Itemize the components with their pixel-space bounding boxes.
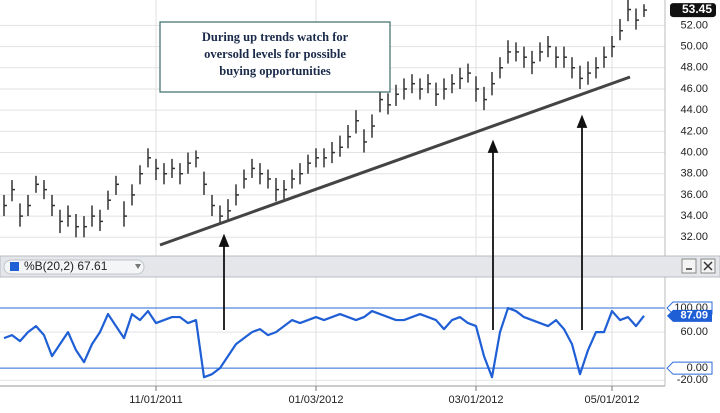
price-panel [3,0,647,238]
close-icon [703,261,713,271]
arrow-head [576,114,588,128]
y-tick-label: 48.00 [680,62,708,74]
annotation-text: buying opportunities [219,64,331,78]
y-tick-label: 44.00 [680,104,708,116]
y-tick-label: 52.00 [680,19,708,31]
y-tick-label: 42.00 [680,125,708,137]
annotation-text: oversold levels for possible [204,47,346,61]
y-tick-label: 46.00 [680,83,708,95]
legend-label: %B(20,2) 67.61 [24,259,108,273]
x-tick-label: 05/01/2012 [584,394,639,406]
indicator-line [3,306,645,379]
y-tick-label: 34.00 [680,210,708,222]
dropdown-arrow[interactable] [135,264,141,269]
last-value-flag [667,309,712,322]
x-tick-label: 03/01/2012 [448,394,503,406]
y-tick-label: 40.00 [680,146,708,158]
last-value-label: 87.09 [680,310,708,322]
last-price-label: 53.45 [682,2,712,16]
y-tick-label: 60.00 [680,326,708,338]
legend-pill[interactable] [3,259,145,275]
legend-swatch [10,262,19,271]
x-tick-label: 01/03/2012 [288,394,343,406]
trend-line [159,75,631,247]
annotation-box [159,21,391,93]
arrows [218,114,588,330]
y-tick-label: 0.00 [687,362,708,374]
y-tick-label: -20.00 [677,374,708,386]
panel-header [0,255,720,278]
y-tick-label: 38.00 [680,168,708,180]
indicator-panel [0,306,665,379]
y-tick-label: 36.00 [680,189,708,201]
last-price-box [670,3,716,18]
arrow-head [218,233,230,247]
minimize-button[interactable] [681,258,697,274]
x-tick-label: 11/01/2011 [129,394,182,406]
annotation-text: During up trends watch for [202,30,349,44]
axes: 32.00 34.00 36.00 38.00 40.00 42.00 44.00 46.00… [129,2,716,406]
arrow-head [487,139,499,153]
y-tick-label: 32.00 [680,231,708,243]
y-tick-label: 50.00 [680,41,708,53]
tick-flag [666,361,713,375]
